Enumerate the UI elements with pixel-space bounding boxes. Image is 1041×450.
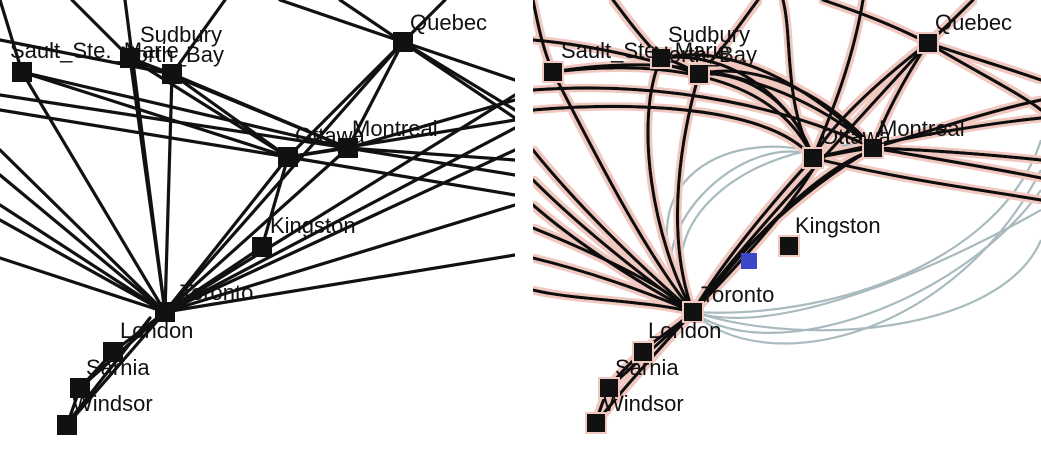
right-label-sudbury: Sudbury — [668, 22, 750, 47]
left-node-montreal — [338, 138, 358, 158]
left-label-london: London — [120, 318, 193, 343]
right-nodes — [542, 32, 939, 434]
right-label-quebec: Quebec — [935, 10, 1012, 35]
left-label-kingston: Kingston — [270, 213, 356, 238]
left-label-sudbury: Sudbury — [140, 22, 222, 47]
right-node-sudbury — [650, 47, 672, 69]
right-node-sault — [542, 61, 564, 83]
right-label-northbay: North_Bay — [653, 42, 757, 67]
right-node-montreal — [862, 137, 884, 159]
left-panel-straight-edges: Sault_Ste._Marie Sudbury North_Bay Quebec Ot… — [0, 0, 515, 450]
left-label-sarnia: Sarnia — [86, 355, 150, 380]
right-highlighted-bundle-edges — [665, 139, 1041, 345]
right-label-kingston: Kingston — [795, 213, 881, 238]
right-node-ottawa — [802, 147, 824, 169]
left-label-quebec: Quebec — [410, 10, 487, 35]
right-node-quebec — [917, 32, 939, 54]
right-label-sault: Sault_Ste._Marie — [561, 38, 730, 63]
right-node-toronto — [682, 301, 704, 323]
left-node-sault — [12, 62, 32, 82]
right-label-montreal: Montreal — [879, 116, 965, 141]
left-node-northbay — [162, 64, 182, 84]
right-label-windsor: Windsor — [603, 391, 684, 416]
right-label-sarnia: Sarnia — [615, 355, 679, 380]
left-label-northbay: North_Bay — [120, 42, 224, 67]
left-edges — [0, 0, 515, 432]
left-node-ottawa — [278, 147, 298, 167]
right-node-kingston — [778, 235, 800, 257]
left-label-windsor: Windsor — [72, 391, 153, 416]
right-node-windsor — [585, 412, 607, 434]
left-node-sarnia — [70, 378, 90, 398]
left-node-windsor — [57, 415, 77, 435]
right-bundled-edges — [533, 0, 1041, 425]
left-nodes — [12, 32, 413, 435]
right-label-london: London — [648, 318, 721, 343]
left-node-toronto — [155, 302, 175, 322]
right-highlighted-node-marker — [741, 253, 757, 269]
left-node-quebec — [393, 32, 413, 52]
left-label-ottawa: Ottawa — [295, 123, 365, 148]
right-node-northbay — [688, 63, 710, 85]
left-node-sudbury — [120, 48, 140, 68]
right-label-toronto: Toronto — [701, 282, 774, 307]
right-label-ottawa: Ottawa — [821, 124, 891, 149]
left-label-montreal: Montreal — [352, 116, 438, 141]
left-label-toronto: Toronto — [180, 280, 253, 305]
left-label-sault: Sault_Ste._Marie — [10, 38, 179, 63]
left-node-kingston — [252, 237, 272, 257]
right-node-sarnia — [598, 377, 620, 399]
left-node-london — [103, 342, 123, 362]
right-panel-bundled-edges: Sault_Ste._Marie Sudbury North_Bay Quebec Ot… — [533, 0, 1041, 450]
right-node-london — [632, 341, 654, 363]
